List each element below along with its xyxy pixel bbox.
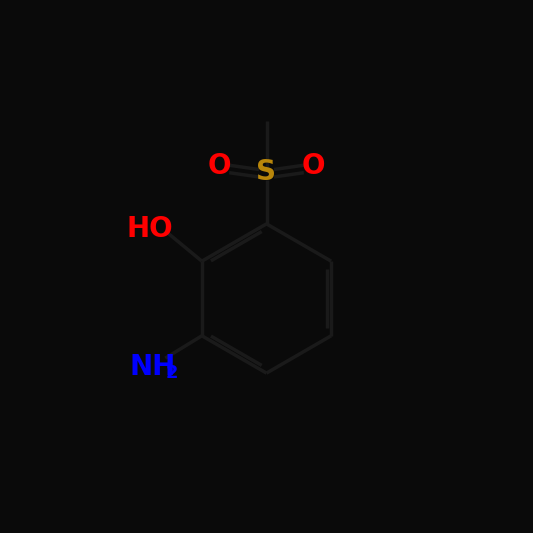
- Text: O: O: [302, 152, 325, 180]
- Text: HO: HO: [126, 215, 173, 243]
- Text: NH: NH: [130, 353, 176, 381]
- Text: 2: 2: [165, 364, 178, 382]
- Text: S: S: [256, 158, 277, 185]
- Text: O: O: [208, 152, 231, 180]
